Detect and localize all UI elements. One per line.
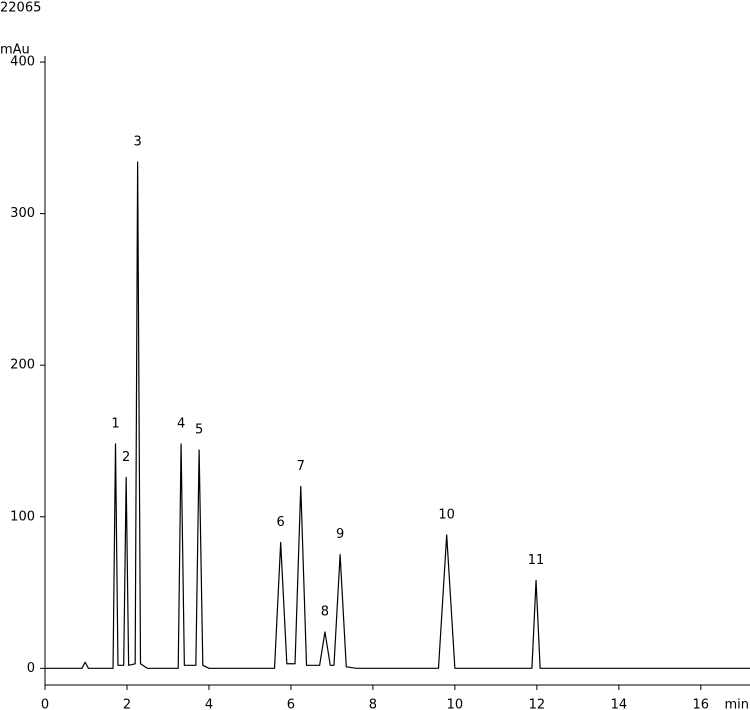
peak-label: 9 xyxy=(336,527,344,542)
peak-label: 8 xyxy=(321,604,329,619)
x-tick-label: 0 xyxy=(41,698,49,710)
x-tick-label: 6 xyxy=(287,698,295,710)
y-tick-label: 200 xyxy=(10,358,35,373)
x-tick-label: 8 xyxy=(369,698,377,710)
y-tick-label: 100 xyxy=(10,509,35,524)
x-tick-label: 14 xyxy=(611,698,628,710)
trace xyxy=(45,161,750,669)
peak-label: 11 xyxy=(528,553,545,568)
x-tick-label: 16 xyxy=(693,698,710,710)
peak-label: 2 xyxy=(122,450,130,465)
y-tick-label: 300 xyxy=(10,206,35,221)
y-axis-label: mAu xyxy=(0,43,30,58)
x-tick-label: 12 xyxy=(529,698,546,710)
chart-title: 22065 xyxy=(0,1,41,16)
peak-label: 4 xyxy=(177,417,185,432)
peak-label: 10 xyxy=(438,507,455,522)
peak-label: 6 xyxy=(277,515,285,530)
y-tick-label: 400 xyxy=(10,55,35,70)
peak-label: 7 xyxy=(297,459,305,474)
x-tick-label: 4 xyxy=(205,698,213,710)
x-tick-label: 10 xyxy=(447,698,464,710)
y-tick-label: 0 xyxy=(27,661,35,676)
x-tick-label: 2 xyxy=(123,698,131,710)
peak-label: 5 xyxy=(195,423,203,438)
peak-label: 1 xyxy=(111,417,119,432)
peak-label: 3 xyxy=(133,135,141,150)
x-axis-label: min xyxy=(724,698,749,710)
